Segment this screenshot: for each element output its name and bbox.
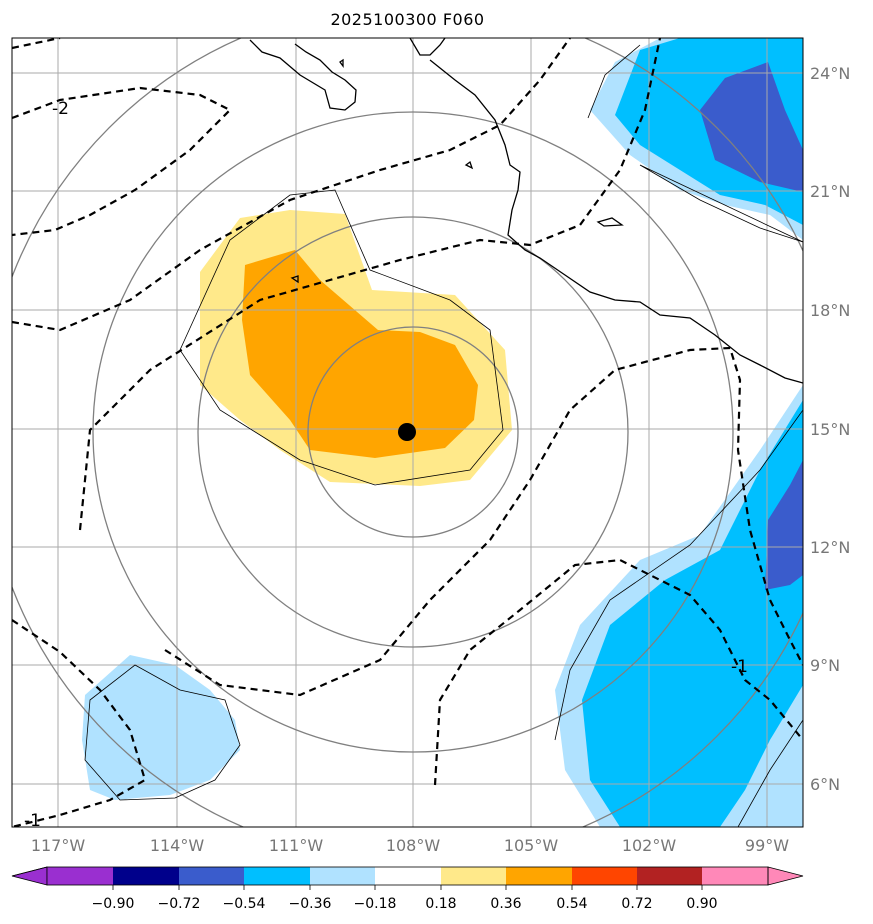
colorbar-segment (310, 867, 375, 885)
lat-label: 18°N (810, 301, 850, 320)
lon-label: 105°W (504, 836, 559, 855)
colorbar-segment (179, 867, 244, 885)
colorbar-tick-label: 0.72 (621, 896, 652, 912)
lat-label: 12°N (810, 538, 850, 557)
colorbar: −0.90 −0.72 −0.54 −0.36 −0.18 0.18 0.36 … (11, 866, 804, 912)
shading-layer (82, 38, 803, 827)
negative-ne-dark (700, 62, 803, 192)
lon-label: 114°W (150, 836, 205, 855)
latitude-labels: 24°N 21°N 18°N 15°N 12°N 9°N 6°N (810, 64, 850, 794)
colorbar-tick-label: 0.36 (490, 896, 521, 912)
lat-label: 9°N (810, 656, 840, 675)
coastline (249, 38, 803, 384)
longitude-labels: 117°W 114°W 111°W 108°W 105°W 102°W 99°W (31, 836, 789, 855)
colorbar-low-extend (11, 866, 48, 886)
colorbar-tick-label: 0.18 (425, 896, 456, 912)
colorbar-segment (572, 867, 637, 885)
lon-label: 99°W (745, 836, 789, 855)
colorbar-tick-label: −0.18 (354, 896, 397, 912)
negative-sw-light (82, 655, 240, 800)
lon-label: 108°W (386, 836, 441, 855)
range-rings (12, 38, 803, 827)
colorbar-segment (47, 867, 113, 885)
colorbar-ticks (112, 885, 703, 890)
colorbar-tick-label: −0.54 (223, 896, 266, 912)
colorbar-tick-label: 0.90 (686, 896, 717, 912)
colorbar-segment (244, 867, 310, 885)
colorbar-segment (441, 867, 506, 885)
colorbar-segment (702, 867, 768, 885)
colorbar-tick-label: −0.90 (92, 896, 135, 912)
graticule (12, 38, 803, 827)
contour-label-top-left: -2 (52, 99, 69, 119)
colorbar-segment (637, 867, 702, 885)
colorbar-segment (375, 867, 441, 885)
positive-anomaly-orange (242, 250, 478, 458)
colorbar-tick-label: −0.36 (289, 896, 332, 912)
lon-label: 117°W (31, 836, 86, 855)
lat-label: 15°N (810, 420, 850, 439)
colorbar-tick-label: −0.72 (158, 896, 201, 912)
colorbar-segment (113, 867, 179, 885)
storm-center-marker (398, 423, 416, 441)
map-frame (11, 37, 804, 828)
dashed-contours (12, 38, 803, 827)
lat-label: 21°N (810, 182, 850, 201)
lon-label: 102°W (622, 836, 677, 855)
lat-label: 6°N (810, 775, 840, 794)
lat-label: 24°N (810, 64, 850, 83)
colorbar-high-extend (767, 866, 804, 886)
negative-se-dark (765, 460, 803, 590)
colorbar-tick-label: 0.54 (556, 896, 587, 912)
map-title: 2025100300 F060 (330, 10, 485, 29)
negative-se-mid (582, 400, 803, 827)
contour-label-bottom-right: -1 (731, 657, 748, 677)
thin-contours (84, 44, 803, 827)
contour-label-bottom-left: -1 (24, 811, 41, 831)
negative-se-edge (745, 690, 803, 827)
lon-label: 111°W (269, 836, 324, 855)
colorbar-segment (506, 867, 572, 885)
